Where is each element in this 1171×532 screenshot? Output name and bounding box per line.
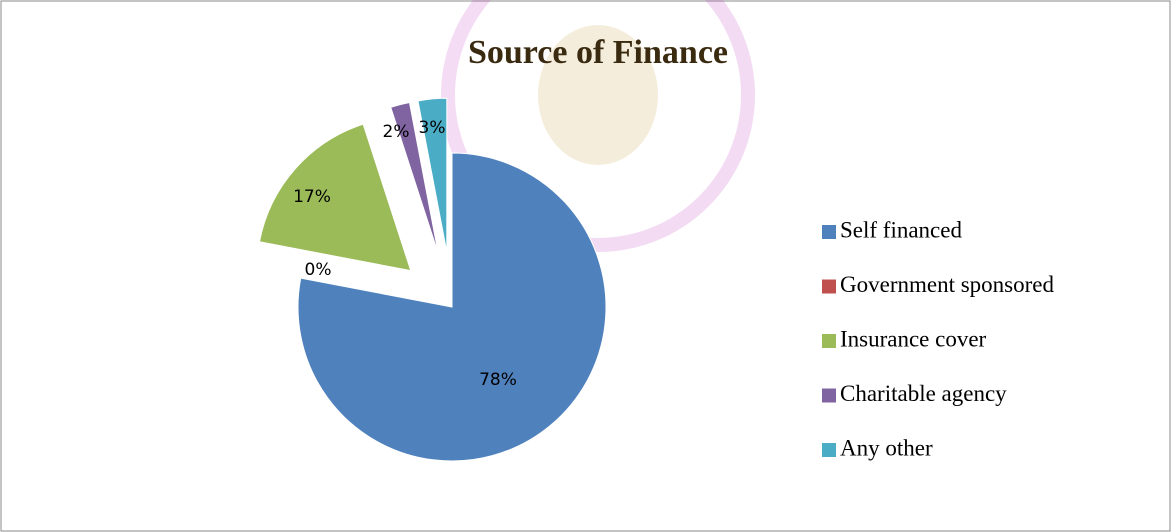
data-label: 0% [305,260,332,280]
legend-swatch [822,225,836,239]
data-label: 2% [383,122,410,142]
data-label: 78% [479,370,517,390]
legend-swatch [822,279,836,294]
legend-label: Insurance cover [840,326,987,351]
watermark [441,0,755,252]
legend-label: Self financed [840,217,962,242]
data-label: 17% [293,187,331,207]
pie-slice [297,152,607,462]
legend-label: Government sponsored [840,272,1054,297]
legend-swatch [822,443,836,457]
legend-swatch [822,388,836,403]
data-label: 3% [419,118,446,138]
pie-slice [258,123,412,272]
legend-swatch [822,334,836,348]
pie-slice [417,97,448,253]
legend-label: Charitable agency [840,381,1007,406]
pie-slice [390,101,439,254]
legend-label: Any other [840,435,933,460]
chart-title: Source of Finance [468,34,728,71]
